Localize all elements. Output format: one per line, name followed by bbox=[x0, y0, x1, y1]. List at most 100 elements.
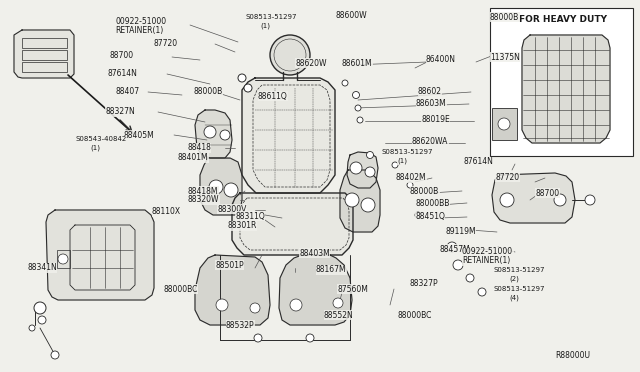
Circle shape bbox=[353, 92, 360, 99]
Text: RETAINER(1): RETAINER(1) bbox=[462, 257, 510, 266]
Text: 89119M: 89119M bbox=[445, 228, 476, 237]
Circle shape bbox=[453, 260, 463, 270]
Text: 86400N: 86400N bbox=[426, 55, 456, 64]
Text: 87720: 87720 bbox=[495, 173, 519, 182]
Text: 88167M: 88167M bbox=[316, 266, 347, 275]
Text: 88311Q: 88311Q bbox=[235, 212, 265, 221]
Text: 88601M: 88601M bbox=[342, 58, 372, 67]
Text: 88327N: 88327N bbox=[105, 108, 135, 116]
Circle shape bbox=[357, 117, 363, 123]
Text: 00922-51000: 00922-51000 bbox=[115, 17, 166, 26]
Text: (1): (1) bbox=[260, 23, 270, 29]
Circle shape bbox=[500, 193, 514, 207]
Text: 88000B: 88000B bbox=[193, 87, 222, 96]
Text: 87560M: 87560M bbox=[337, 285, 368, 294]
Text: 88402M: 88402M bbox=[396, 173, 427, 183]
Text: S08543-40842: S08543-40842 bbox=[75, 136, 126, 142]
Text: (1): (1) bbox=[397, 158, 407, 164]
Text: 88301R: 88301R bbox=[227, 221, 257, 231]
Text: 87720: 87720 bbox=[153, 38, 177, 48]
Text: (4): (4) bbox=[509, 295, 519, 301]
Circle shape bbox=[447, 242, 457, 252]
Circle shape bbox=[554, 194, 566, 206]
Text: FOR HEAVY DUTY: FOR HEAVY DUTY bbox=[519, 16, 607, 25]
Circle shape bbox=[361, 198, 375, 212]
Bar bbox=[22, 38, 67, 48]
Text: R88000U: R88000U bbox=[555, 352, 590, 360]
Polygon shape bbox=[347, 152, 378, 188]
Polygon shape bbox=[242, 78, 335, 193]
Text: 88401M: 88401M bbox=[178, 154, 209, 163]
Circle shape bbox=[209, 180, 223, 194]
Polygon shape bbox=[492, 173, 575, 223]
Circle shape bbox=[585, 195, 595, 205]
Circle shape bbox=[407, 182, 413, 188]
Text: 11375N: 11375N bbox=[490, 52, 520, 61]
Circle shape bbox=[58, 254, 68, 264]
Circle shape bbox=[498, 118, 510, 130]
Bar bbox=[22, 50, 67, 60]
Polygon shape bbox=[46, 210, 154, 300]
Text: S08513-51297: S08513-51297 bbox=[245, 14, 296, 20]
Polygon shape bbox=[200, 158, 242, 215]
Circle shape bbox=[38, 316, 46, 324]
Text: 88405M: 88405M bbox=[123, 131, 154, 140]
Text: 88000BB: 88000BB bbox=[415, 199, 449, 208]
Circle shape bbox=[466, 274, 474, 282]
Polygon shape bbox=[279, 255, 352, 325]
Text: 88603M: 88603M bbox=[416, 99, 447, 108]
Circle shape bbox=[392, 162, 398, 168]
Text: 88620W: 88620W bbox=[295, 58, 326, 67]
Text: 88611Q: 88611Q bbox=[258, 92, 288, 100]
Text: S08513-51297: S08513-51297 bbox=[382, 149, 433, 155]
Text: 88019E: 88019E bbox=[421, 115, 450, 125]
Circle shape bbox=[367, 151, 374, 158]
Text: 88000B: 88000B bbox=[490, 13, 519, 22]
Circle shape bbox=[478, 288, 486, 296]
Text: (2): (2) bbox=[509, 276, 519, 282]
Circle shape bbox=[355, 105, 361, 111]
Text: 88600W: 88600W bbox=[336, 12, 367, 20]
Circle shape bbox=[270, 35, 310, 75]
Circle shape bbox=[254, 334, 262, 342]
Circle shape bbox=[342, 80, 348, 86]
Text: RETAINER(1): RETAINER(1) bbox=[115, 26, 163, 35]
Text: 88300V: 88300V bbox=[217, 205, 246, 214]
Text: 87614N: 87614N bbox=[463, 157, 493, 167]
Text: 88418M: 88418M bbox=[188, 186, 218, 196]
Text: 88620WA: 88620WA bbox=[412, 138, 449, 147]
Text: 88000BC: 88000BC bbox=[163, 285, 197, 294]
Circle shape bbox=[306, 334, 314, 342]
Text: 88341N: 88341N bbox=[27, 263, 57, 273]
Text: 88110X: 88110X bbox=[152, 208, 181, 217]
Circle shape bbox=[250, 303, 260, 313]
Text: (1): (1) bbox=[90, 145, 100, 151]
Text: 88552N: 88552N bbox=[324, 311, 354, 320]
Text: 00922-51000: 00922-51000 bbox=[462, 247, 513, 257]
Circle shape bbox=[244, 84, 252, 92]
Text: 88000B: 88000B bbox=[410, 186, 439, 196]
Bar bbox=[492, 108, 517, 140]
Text: 88403M: 88403M bbox=[299, 248, 330, 257]
Circle shape bbox=[345, 193, 359, 207]
Circle shape bbox=[51, 351, 59, 359]
Bar bbox=[57, 250, 70, 268]
Circle shape bbox=[350, 162, 362, 174]
Circle shape bbox=[333, 298, 343, 308]
Text: 88700: 88700 bbox=[535, 189, 559, 198]
Text: 88407: 88407 bbox=[115, 87, 139, 96]
Text: 88602: 88602 bbox=[418, 87, 442, 96]
Polygon shape bbox=[340, 170, 380, 232]
Circle shape bbox=[224, 183, 238, 197]
Circle shape bbox=[290, 299, 302, 311]
Text: S08513-51297: S08513-51297 bbox=[494, 267, 545, 273]
Polygon shape bbox=[14, 30, 74, 78]
Text: 88451Q: 88451Q bbox=[415, 212, 445, 221]
Text: 88418: 88418 bbox=[187, 144, 211, 153]
Text: 87614N: 87614N bbox=[108, 70, 138, 78]
Text: 88457M: 88457M bbox=[440, 244, 471, 253]
Text: 88320W: 88320W bbox=[188, 196, 220, 205]
Text: 88327P: 88327P bbox=[410, 279, 438, 289]
Circle shape bbox=[204, 126, 216, 138]
Text: 88532P: 88532P bbox=[226, 321, 255, 330]
